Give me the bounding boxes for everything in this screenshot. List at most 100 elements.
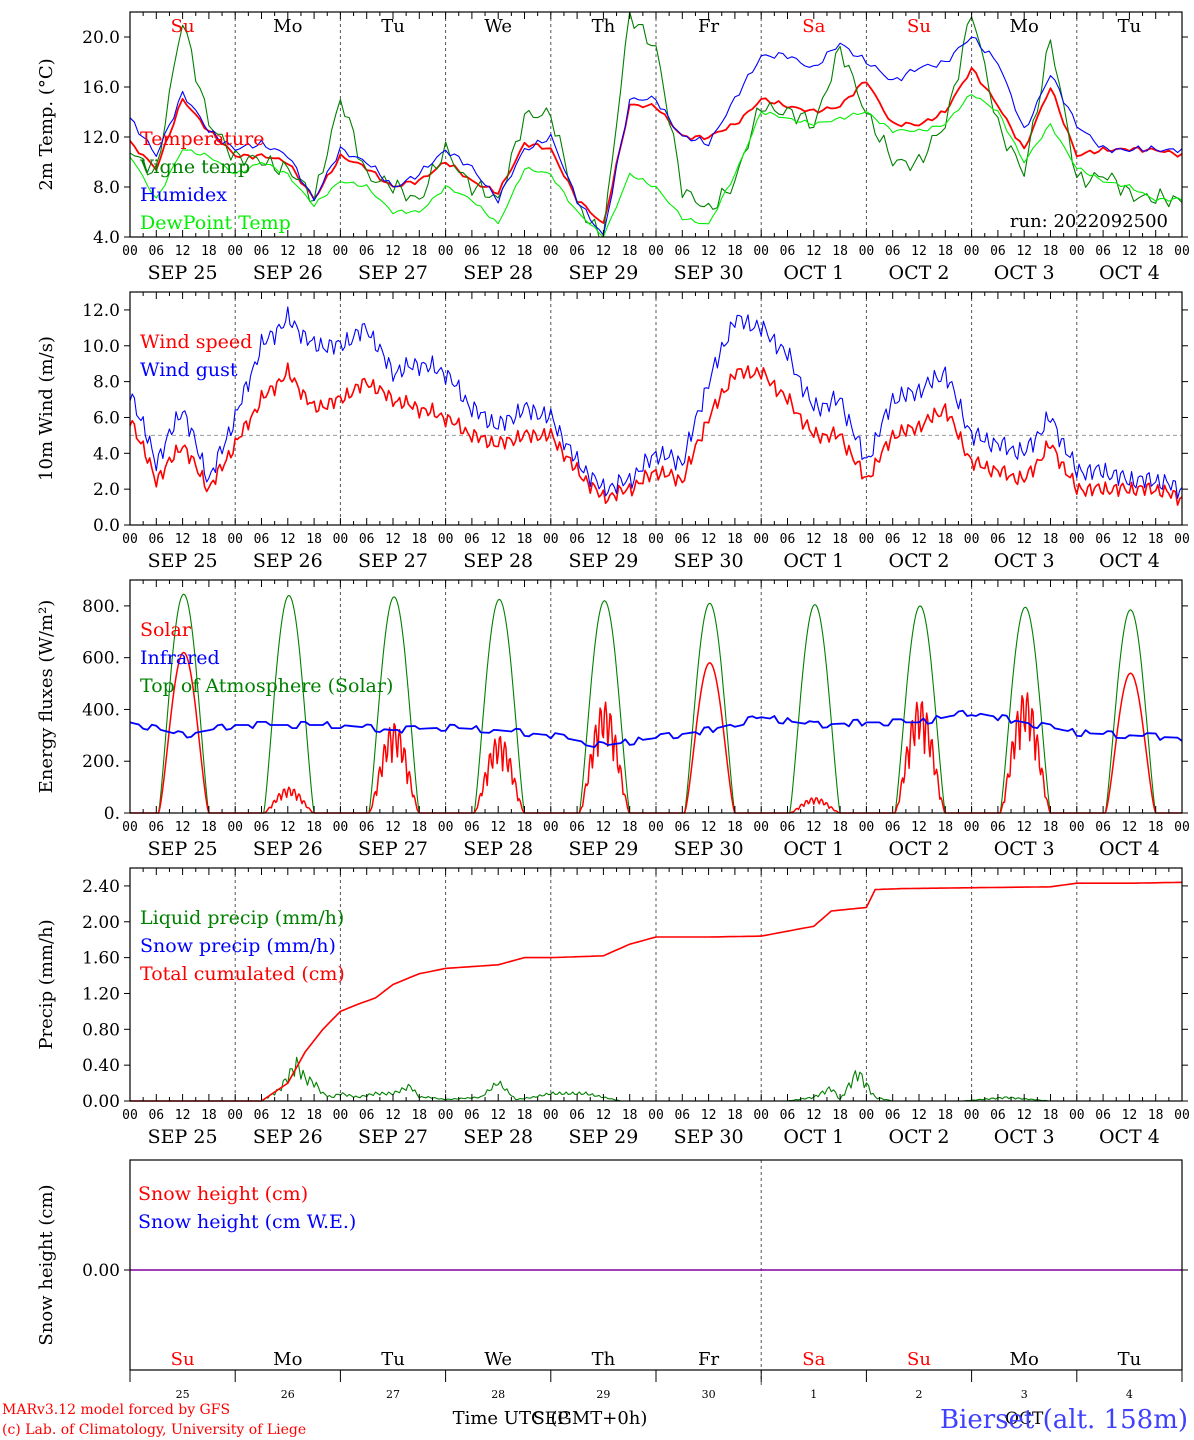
hour-tick-label: 18 — [517, 1108, 533, 1123]
hour-tick-label: 12 — [490, 532, 506, 547]
date-label: OCT 1 — [783, 262, 844, 284]
legend-entry: Wind speed — [140, 331, 252, 353]
day-name: Su — [171, 1349, 195, 1370]
hour-tick-label: 12 — [385, 532, 401, 547]
day-number: 26 — [281, 1388, 295, 1401]
y-tick-label: 8.0 — [93, 373, 120, 393]
hour-tick-label: 06 — [780, 1108, 796, 1123]
hour-tick-label: 12 — [1122, 244, 1138, 259]
hour-tick-label: 00 — [438, 1108, 454, 1123]
hour-tick-label: 18 — [832, 1108, 848, 1123]
hour-tick-label: 00 — [543, 244, 559, 259]
hour-tick-label: 18 — [622, 820, 638, 835]
hour-tick-label: 00 — [1069, 1108, 1085, 1123]
hour-tick-label: 12 — [701, 820, 717, 835]
hour-tick-label: 12 — [175, 820, 191, 835]
hour-tick-label: 00 — [438, 820, 454, 835]
y-tick-label: 2.00 — [82, 913, 120, 933]
date-label: SEP 28 — [463, 838, 533, 860]
y-tick-label: 12.0 — [82, 128, 120, 148]
hour-tick-label: 18 — [306, 532, 322, 547]
hour-tick-label: 18 — [937, 532, 953, 547]
hour-tick-label: 06 — [674, 532, 690, 547]
y-tick-label: 1.20 — [82, 984, 120, 1004]
day-name: Fr — [698, 1349, 719, 1370]
hour-tick-label: 06 — [148, 244, 164, 259]
hour-tick-label: 18 — [727, 820, 743, 835]
day-name: Sa — [802, 16, 825, 37]
day-name: We — [484, 16, 512, 37]
day-number: 25 — [176, 1388, 190, 1401]
hour-tick-label: 18 — [727, 1108, 743, 1123]
y-tick-label: 2.0 — [93, 480, 120, 500]
date-label: OCT 1 — [783, 1126, 844, 1148]
hour-tick-label: 00 — [964, 532, 980, 547]
y-tick-label: 16.0 — [82, 78, 120, 98]
hour-tick-label: 06 — [990, 244, 1006, 259]
hour-tick-label: 12 — [701, 532, 717, 547]
y-axis-label: Snow height (cm) — [36, 1184, 57, 1345]
date-label: SEP 26 — [253, 1126, 323, 1148]
legend-entry: Vigne temp — [139, 156, 250, 178]
y-tick-label: 0.80 — [82, 1020, 120, 1040]
day-number: 2 — [916, 1388, 923, 1401]
hour-tick-label: 06 — [990, 1108, 1006, 1123]
y-tick-label: 600. — [82, 649, 120, 669]
day-number: 29 — [596, 1388, 610, 1401]
day-name: Tu — [1118, 16, 1142, 37]
hour-tick-label: 18 — [411, 244, 427, 259]
hour-tick-label: 12 — [385, 820, 401, 835]
hour-tick-label: 06 — [674, 1108, 690, 1123]
hour-tick-label: 06 — [674, 820, 690, 835]
date-label: SEP 27 — [358, 262, 428, 284]
hour-tick-label: 18 — [832, 820, 848, 835]
hour-tick-label: 12 — [596, 1108, 612, 1123]
legend-entry: Temperature — [140, 128, 264, 150]
y-axis-label: 2m Temp. (°C) — [36, 58, 57, 190]
hour-tick-label: 06 — [359, 820, 375, 835]
hour-tick-label: 12 — [1122, 1108, 1138, 1123]
legend-entry: Humidex — [140, 184, 227, 206]
hour-tick-label: 12 — [280, 532, 296, 547]
hour-tick-label: 06 — [1095, 820, 1111, 835]
date-label: SEP 26 — [253, 838, 323, 860]
hour-tick-label: 00 — [543, 532, 559, 547]
hour-tick-label: 00 — [753, 532, 769, 547]
hour-tick-label: 18 — [1043, 820, 1059, 835]
hour-tick-label: 00 — [648, 532, 664, 547]
series-line — [129, 709, 1183, 748]
hour-tick-label: 06 — [148, 532, 164, 547]
hour-tick-label: 12 — [596, 820, 612, 835]
hour-tick-label: 18 — [832, 244, 848, 259]
hour-tick-label: 12 — [175, 532, 191, 547]
hour-tick-label: 00 — [333, 532, 349, 547]
date-label: SEP 30 — [674, 1126, 744, 1148]
date-label: SEP 28 — [463, 262, 533, 284]
date-label: SEP 28 — [463, 1126, 533, 1148]
hour-tick-label: 06 — [464, 1108, 480, 1123]
hour-tick-label: 06 — [780, 820, 796, 835]
legend-entry: Top of Atmosphere (Solar) — [140, 675, 393, 697]
date-label: OCT 1 — [783, 550, 844, 572]
hour-tick-label: 12 — [806, 1108, 822, 1123]
date-label: OCT 2 — [889, 550, 950, 572]
hour-tick-label: 06 — [885, 244, 901, 259]
hour-tick-label: 12 — [596, 244, 612, 259]
hour-tick-label: 18 — [1043, 1108, 1059, 1123]
hour-tick-label: 00 — [648, 820, 664, 835]
hour-tick-label: 18 — [622, 532, 638, 547]
legend-entry: Total cumulated (cm) — [140, 963, 345, 985]
day-number: 4 — [1126, 1388, 1133, 1401]
hour-tick-label: 18 — [1148, 244, 1164, 259]
hour-tick-label: 06 — [990, 532, 1006, 547]
hour-tick-label: 12 — [806, 244, 822, 259]
hour-tick-label: 06 — [1095, 1108, 1111, 1123]
date-label: SEP 25 — [148, 838, 218, 860]
date-label: OCT 3 — [994, 1126, 1055, 1148]
hour-tick-label: 12 — [490, 244, 506, 259]
hour-tick-label: 00 — [333, 1108, 349, 1123]
day-name: Tu — [1118, 1349, 1142, 1370]
hour-tick-label: 06 — [464, 532, 480, 547]
hour-tick-label: 00 — [122, 532, 138, 547]
y-tick-label: 0.40 — [82, 1056, 120, 1076]
